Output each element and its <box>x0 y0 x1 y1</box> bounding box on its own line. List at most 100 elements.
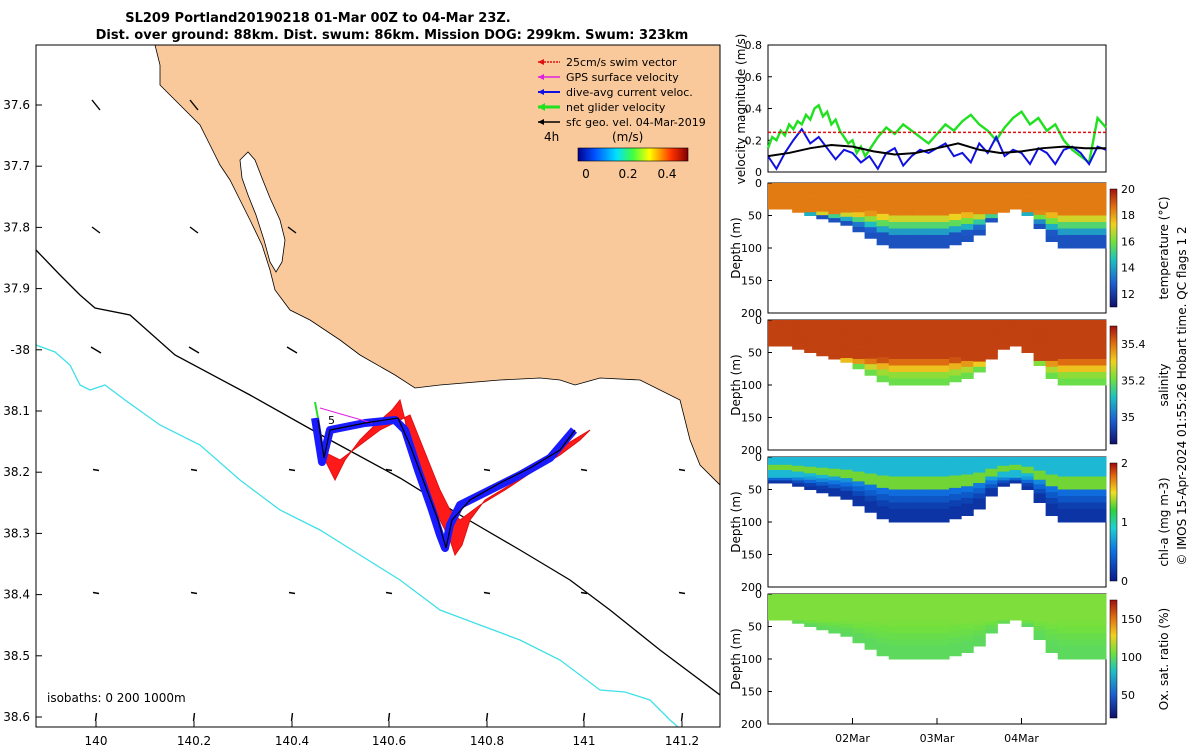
colorbar-tick-label: 100 <box>1121 651 1142 664</box>
section-cell <box>985 335 998 340</box>
section-cell <box>780 609 793 613</box>
section-cell <box>937 222 950 229</box>
section-cell <box>804 620 817 624</box>
section-cell <box>792 194 805 199</box>
section-cell <box>1033 616 1047 622</box>
section-cell <box>804 486 817 490</box>
section-cell <box>949 649 962 657</box>
section-cell <box>1057 594 1071 601</box>
section-cell <box>912 183 926 190</box>
section-cell <box>1009 594 1022 598</box>
section-cell <box>1069 502 1083 510</box>
section-cell <box>1069 209 1083 216</box>
section-cell <box>997 614 1010 618</box>
section-cell <box>985 472 998 477</box>
section-cell <box>924 633 938 640</box>
section-cell <box>780 464 793 468</box>
section-cell <box>1057 359 1071 366</box>
section-cell <box>1081 470 1095 477</box>
section-cell <box>804 329 817 334</box>
section-cell <box>1021 479 1035 484</box>
section-cell <box>804 607 817 611</box>
section-cell <box>973 503 986 510</box>
section-cell <box>949 500 962 507</box>
section-cell <box>828 621 841 626</box>
geostrophic-velocity-arrows <box>90 99 686 722</box>
map-panel: 140 140.2 140.4 140.6 140.8 141 141.2 37.6 37.7… <box>3 44 721 748</box>
section-cell <box>1093 463 1107 471</box>
section-cell <box>876 594 890 601</box>
section-cell <box>973 498 986 505</box>
section-cell <box>961 372 974 379</box>
section-cell <box>816 204 829 209</box>
section-cell <box>876 189 890 196</box>
section-cell <box>1057 339 1071 347</box>
section-cell <box>1093 607 1107 614</box>
section-cell <box>768 457 781 461</box>
section-cell <box>804 616 817 621</box>
section-cell <box>888 359 902 366</box>
section-cell <box>1093 652 1107 660</box>
section-cell <box>1021 594 1035 598</box>
section-cell <box>1009 480 1022 484</box>
section-cell <box>912 483 926 490</box>
section-cell <box>937 600 950 608</box>
section-cell <box>876 457 890 464</box>
section-cell <box>912 209 926 216</box>
section-cell <box>912 626 926 634</box>
section-cell <box>1033 488 1047 494</box>
section-cell <box>864 325 878 332</box>
section-cell <box>1045 325 1059 333</box>
section-cell <box>876 226 890 233</box>
section-cell <box>888 646 902 653</box>
section-cell <box>937 607 950 614</box>
section-cell <box>1033 598 1047 604</box>
map-x-tick-label: 140 <box>85 734 108 748</box>
section-cell <box>876 500 890 507</box>
section-cell <box>900 509 914 516</box>
section-cell <box>1009 457 1022 461</box>
section-cell <box>864 342 878 349</box>
section-cell <box>900 496 914 503</box>
section-cell <box>780 599 793 603</box>
section-cell <box>937 646 950 653</box>
velocity-y-tick-label: 0.6 <box>745 71 763 84</box>
section-cell <box>924 652 938 660</box>
geo-arrow <box>287 226 297 234</box>
section-panel-temperature: 0 50 100 150 200 Depth (m) 12 14 16 18 20 temperatu… <box>729 177 1171 320</box>
section-cell <box>937 209 950 216</box>
section-cell <box>852 339 866 345</box>
section-cell <box>973 472 986 479</box>
section-cell <box>828 476 841 481</box>
section-cell <box>876 201 890 209</box>
section-cell <box>1033 196 1047 202</box>
section-cell <box>937 470 950 477</box>
section-cell <box>949 226 962 233</box>
section-cell <box>768 196 781 200</box>
section-cell <box>1009 206 1022 210</box>
section-cell <box>924 359 938 366</box>
section-cell <box>828 480 841 485</box>
section-cell <box>961 594 974 601</box>
section-cell <box>804 603 817 608</box>
section-cell <box>864 188 878 195</box>
colorbar-tick-label: 50 <box>1121 689 1135 702</box>
section-cell <box>1057 320 1071 327</box>
section-cell <box>888 509 902 516</box>
section-cell <box>804 336 817 340</box>
section-cell <box>1021 205 1035 210</box>
section-cell <box>1081 326 1095 334</box>
section-cell <box>1057 352 1071 360</box>
section-cell <box>816 323 829 328</box>
section-cell <box>1033 210 1047 216</box>
section-cell <box>924 483 938 490</box>
section-cell <box>1045 640 1059 648</box>
section-cell <box>961 337 974 344</box>
section-cell <box>912 489 926 497</box>
section-cell <box>1093 202 1107 210</box>
section-cell <box>888 196 902 203</box>
section-cell <box>828 198 841 203</box>
section-cell <box>768 335 781 339</box>
section-cell <box>1057 620 1071 627</box>
section-cell <box>912 346 926 353</box>
